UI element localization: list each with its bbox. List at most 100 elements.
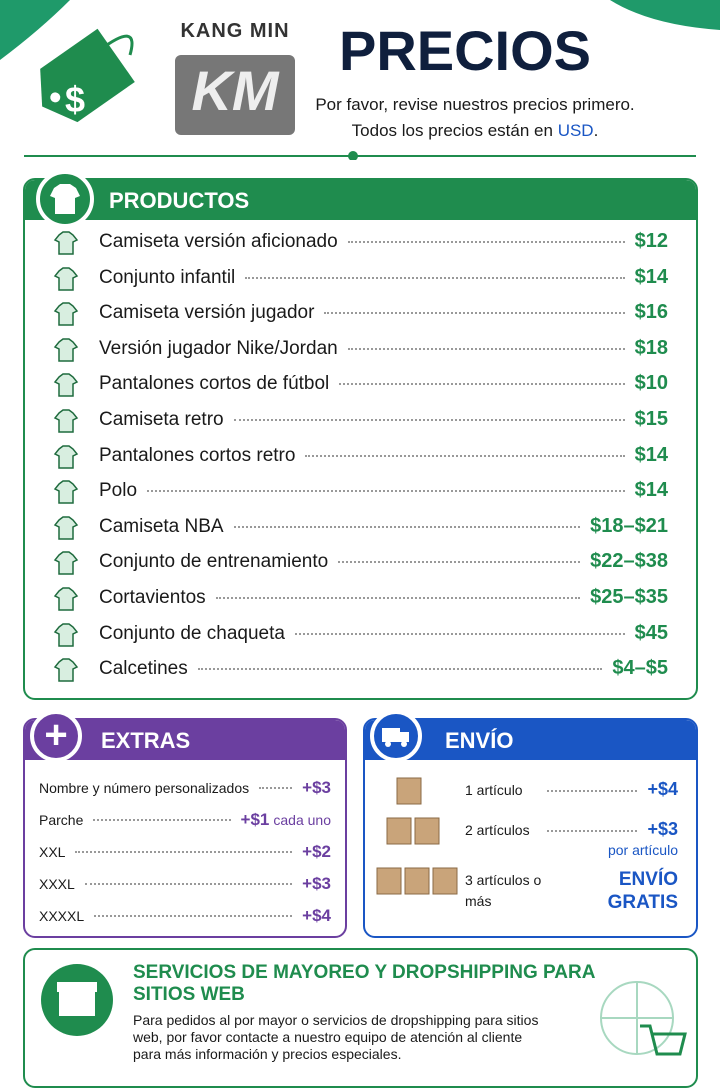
subtitle-text: .	[593, 121, 599, 140]
svg-text:$: $	[65, 79, 85, 120]
product-name: Pantalones cortos retro	[99, 444, 296, 466]
product-row: Conjunto de entrenamiento $22–$38	[99, 550, 668, 573]
product-price: $10	[634, 372, 668, 395]
subtitle-text: Todos los precios están en	[351, 121, 553, 140]
extra-name: XXXXL	[39, 908, 85, 924]
products-icon	[36, 170, 94, 228]
extra-name: XXL	[39, 844, 66, 860]
leader	[233, 419, 625, 421]
product-name: Calcetines	[99, 658, 188, 680]
product-icon	[53, 586, 79, 612]
brand-top: KANG MIN	[180, 20, 290, 42]
box-icon	[375, 864, 465, 903]
product-icon	[53, 515, 79, 541]
product-row: Camiseta versión jugador $16	[99, 301, 668, 324]
leader	[547, 830, 637, 832]
product-row: Versión jugador Nike/Jordan $18	[99, 337, 668, 360]
extra-name: Nombre y número personalizados	[39, 780, 250, 796]
leader	[305, 454, 625, 457]
leader	[93, 819, 231, 821]
product-price: $45	[634, 621, 668, 644]
product-name: Conjunto infantil	[99, 266, 236, 288]
box-icon	[395, 774, 485, 813]
leader	[84, 883, 293, 885]
product-name: Polo	[99, 480, 138, 502]
product-name: Cortavientos	[99, 587, 206, 608]
extras-panel: EXTRAS Nombre y número personalizados +$3…	[23, 718, 347, 938]
product-icon	[53, 301, 79, 327]
extra-row: Parche +$1 cada uno	[39, 810, 331, 830]
leader	[547, 790, 637, 792]
extra-row: XXL +$2	[39, 842, 331, 862]
wholesale-panel: SERVICIOS DE MAYOREO Y DROPSHIPPING PARA…	[23, 948, 698, 1088]
product-name: Conjunto de chaqueta	[99, 622, 285, 644]
product-icon	[53, 550, 79, 576]
leader	[75, 851, 293, 853]
product-row: Pantalones cortos de fútbol $10	[99, 372, 668, 395]
leader	[147, 490, 625, 493]
product-icon	[53, 444, 79, 470]
product-icon	[53, 657, 79, 683]
leader	[347, 347, 625, 350]
product-row: Camiseta retro $15	[99, 408, 668, 431]
product-price: $14	[634, 443, 668, 466]
shipping-price: ENVÍO GRATIS	[607, 869, 678, 913]
product-price: $18–$21	[590, 514, 668, 537]
product-row: Conjunto infantil $14	[99, 266, 668, 289]
product-price: $22–$38	[590, 550, 668, 573]
product-row: Calcetines $4–$5	[99, 657, 668, 680]
header-decor: $	[0, 0, 720, 160]
leader	[245, 276, 625, 279]
currency: USD	[557, 121, 594, 140]
product-icon	[53, 230, 79, 256]
products-panel: PRODUCTOS Camiseta versión aficionado $12…	[23, 178, 698, 700]
shipping-label: 1 artículo	[465, 782, 523, 798]
shipping-panel: ENVÍO 1 artículo +$4 2 artículos +$3 por art…	[363, 718, 698, 938]
globe-icon	[600, 981, 687, 1056]
extra-price: +$1	[240, 810, 270, 829]
wholesale-title: SERVICIOS DE MAYOREO Y DROPSHIPPING PARA…	[133, 962, 595, 1005]
brand-logo: KM	[191, 59, 279, 122]
product-name: Pantalones cortos de fútbol	[99, 373, 330, 395]
product-name: Camiseta versión jugador	[99, 302, 315, 324]
leader	[197, 668, 603, 671]
leader	[215, 597, 581, 599]
product-row: Camiseta versión aficionado $12	[99, 230, 668, 253]
product-name: Camiseta NBA	[99, 515, 224, 537]
extra-price: +$4	[302, 906, 331, 925]
leader	[324, 312, 625, 315]
product-row: Conjunto de chaqueta $45	[99, 622, 668, 645]
product-price: $25–$35	[590, 586, 668, 608]
subtitle-line: Por favor, revise nuestros precios prime…	[315, 95, 635, 114]
product-price: $14	[634, 479, 668, 502]
leader	[259, 787, 293, 789]
product-row: Polo $14	[99, 479, 668, 502]
shipping-price: +$3	[647, 819, 678, 839]
product-price: $15	[634, 408, 668, 430]
product-icon	[53, 266, 79, 292]
extra-price: +$2	[302, 842, 331, 861]
extra-row: Nombre y número personalizados +$3	[39, 778, 331, 798]
product-price: $18	[634, 336, 668, 359]
extra-row: XXXL +$3	[39, 874, 331, 894]
shipping-icon	[370, 710, 422, 762]
wholesale-text: Para pedidos al por mayor o servicios de…	[133, 1012, 539, 1062]
product-icon	[53, 622, 79, 648]
extra-name: Parche	[39, 812, 84, 828]
title: PRECIOS	[338, 19, 592, 82]
shipping-label: 3 artículos o más	[465, 872, 542, 909]
subtitle: Por favor, revise nuestros precios prime…	[300, 92, 650, 144]
leader	[338, 561, 581, 564]
leader	[339, 383, 625, 386]
product-price: $4–$5	[612, 657, 668, 680]
product-row: Pantalones cortos retro $14	[99, 444, 668, 467]
products-title: PRODUCTOS	[25, 180, 696, 220]
product-name: Versión jugador Nike/Jordan	[99, 337, 338, 359]
leader	[233, 525, 581, 528]
box-icon	[385, 814, 475, 853]
product-name: Camiseta versión aficionado	[99, 231, 338, 252]
extra-price: +$3	[302, 778, 331, 797]
shipping-price: +$4	[647, 779, 678, 799]
extras-icon: +	[30, 710, 82, 762]
subtitle-line: Todos los precios están en USD.	[300, 118, 650, 144]
